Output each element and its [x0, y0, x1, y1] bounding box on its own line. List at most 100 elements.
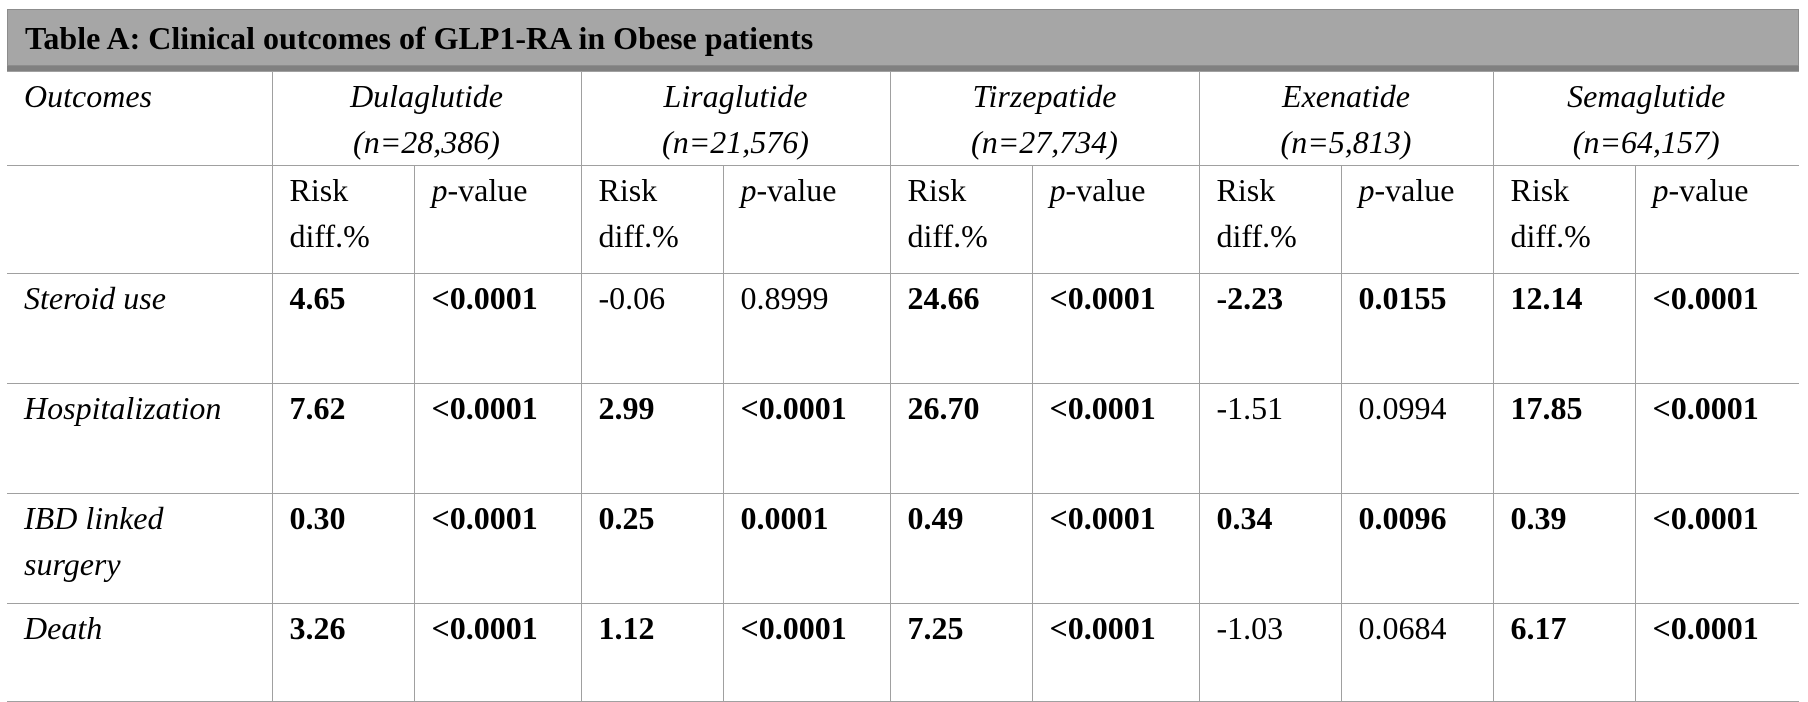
p-suffix: -value	[756, 172, 837, 208]
risk-diff-header: Risk diff.%	[1198, 165, 1342, 274]
risk-diff-cell: 17.85	[1492, 383, 1636, 494]
risk-label-unit: diff.%	[1510, 218, 1591, 254]
p-value-cell: 0.0001	[722, 493, 891, 604]
outcome-label-cont: surgery	[24, 546, 121, 582]
risk-diff-cell: -1.03	[1198, 603, 1342, 702]
p-suffix: -value	[447, 172, 528, 208]
p-value-cell: <0.0001	[413, 383, 582, 494]
drug-name: Liraglutide	[663, 78, 808, 114]
p-value-header: p-value	[1634, 165, 1799, 274]
risk-diff-cell: 7.62	[271, 383, 415, 494]
outcomes-header-cell: Outcomes	[7, 71, 273, 166]
drug-header-dulaglutide: Dulaglutide (n=28,386)	[271, 71, 582, 166]
risk-label: Risk	[1216, 172, 1276, 208]
table-title: Table A: Clinical outcomes of GLP1-RA in…	[25, 20, 814, 56]
p-value-cell: <0.0001	[1031, 603, 1200, 702]
outcome-label: Death	[24, 610, 103, 646]
p-value-cell: <0.0001	[1634, 493, 1799, 604]
p-suffix: -value	[1668, 172, 1749, 208]
table-row: Steroid use 4.65 <0.0001 -0.06 0.8999 24.66 <0…	[7, 273, 1799, 384]
drug-n: (n=28,386)	[353, 124, 500, 160]
risk-label: Risk	[598, 172, 658, 208]
p-value-header: p-value	[1031, 165, 1200, 274]
clinical-outcomes-table: Outcomes Dulaglutide (n=28,386) Liraglut…	[7, 71, 1799, 702]
risk-diff-cell: 0.25	[580, 493, 724, 604]
drug-n: (n=5,813)	[1280, 124, 1412, 160]
p-value-header: p-value	[413, 165, 582, 274]
outcome-label-cell: Death	[7, 603, 273, 702]
table-row: IBD linked surgery 0.30 <0.0001 0.25 0.0001 0.…	[7, 493, 1799, 604]
risk-label: Risk	[1510, 172, 1570, 208]
drug-header-row: Outcomes Dulaglutide (n=28,386) Liraglut…	[7, 71, 1799, 166]
p-value-cell: <0.0001	[1031, 383, 1200, 494]
p-value-cell: <0.0001	[413, 493, 582, 604]
p-value-cell: <0.0001	[1634, 383, 1799, 494]
outcomes-header: Outcomes	[24, 78, 152, 114]
p-value-cell: 0.0096	[1340, 493, 1494, 604]
p-value-header: p-value	[722, 165, 891, 274]
risk-diff-header: Risk diff.%	[271, 165, 415, 274]
risk-diff-header: Risk diff.%	[889, 165, 1033, 274]
risk-diff-cell: 0.49	[889, 493, 1033, 604]
table-title-bar: Table A: Clinical outcomes of GLP1-RA in…	[7, 9, 1799, 66]
p-letter: p	[1358, 172, 1375, 208]
risk-diff-cell: 2.99	[580, 383, 724, 494]
drug-header-exenatide: Exenatide (n=5,813)	[1198, 71, 1494, 166]
table-row: Hospitalization 7.62 <0.0001 2.99 <0.0001 26.…	[7, 383, 1799, 494]
risk-diff-cell: 4.65	[271, 273, 415, 384]
p-value-cell: <0.0001	[1031, 273, 1200, 384]
risk-label-unit: diff.%	[598, 218, 679, 254]
risk-diff-cell: 26.70	[889, 383, 1033, 494]
p-value-cell: <0.0001	[1031, 493, 1200, 604]
p-letter: p	[1652, 172, 1669, 208]
risk-diff-cell: 7.25	[889, 603, 1033, 702]
drug-header-semaglutide: Semaglutide (n=64,157)	[1492, 71, 1799, 166]
risk-label-unit: diff.%	[289, 218, 370, 254]
risk-label-unit: diff.%	[1216, 218, 1297, 254]
p-value-cell: <0.0001	[1634, 273, 1799, 384]
p-value-cell: <0.0001	[413, 603, 582, 702]
title-divider	[7, 66, 1799, 71]
drug-header-tirzepatide: Tirzepatide (n=27,734)	[889, 71, 1200, 166]
outcome-label: IBD linked	[24, 500, 164, 536]
risk-diff-cell: 12.14	[1492, 273, 1636, 384]
risk-diff-cell: 0.30	[271, 493, 415, 604]
table-row: Death 3.26 <0.0001 1.12 <0.0001 7.25 <0.0001 -1…	[7, 603, 1799, 702]
risk-diff-cell: 0.34	[1198, 493, 1342, 604]
p-value-cell: 0.8999	[722, 273, 891, 384]
p-suffix: -value	[1065, 172, 1146, 208]
p-letter: p	[1049, 172, 1066, 208]
risk-diff-cell: -0.06	[580, 273, 724, 384]
risk-diff-cell: 0.39	[1492, 493, 1636, 604]
outcome-label-cell: IBD linked surgery	[7, 493, 273, 604]
p-value-cell: <0.0001	[1634, 603, 1799, 702]
risk-diff-cell: 1.12	[580, 603, 724, 702]
drug-n: (n=27,734)	[971, 124, 1118, 160]
drug-n: (n=21,576)	[662, 124, 809, 160]
outcome-label-cell: Steroid use	[7, 273, 273, 384]
empty-subheader-cell	[7, 165, 273, 274]
p-value-cell: 0.0684	[1340, 603, 1494, 702]
risk-label: Risk	[289, 172, 349, 208]
drug-name: Semaglutide	[1567, 78, 1726, 114]
risk-diff-header: Risk diff.%	[1492, 165, 1636, 274]
risk-diff-header: Risk diff.%	[580, 165, 724, 274]
p-letter: p	[431, 172, 448, 208]
p-value-cell: 0.0155	[1340, 273, 1494, 384]
drug-name: Tirzepatide	[972, 78, 1117, 114]
p-value-cell: 0.0994	[1340, 383, 1494, 494]
p-suffix: -value	[1374, 172, 1455, 208]
p-value-cell: <0.0001	[722, 383, 891, 494]
drug-header-liraglutide: Liraglutide (n=21,576)	[580, 71, 891, 166]
p-value-cell: <0.0001	[722, 603, 891, 702]
drug-name: Exenatide	[1282, 78, 1410, 114]
outcome-label-cell: Hospitalization	[7, 383, 273, 494]
outcome-label: Steroid use	[24, 280, 166, 316]
drug-name: Dulaglutide	[350, 78, 503, 114]
risk-diff-cell: 24.66	[889, 273, 1033, 384]
p-value-header: p-value	[1340, 165, 1494, 274]
risk-diff-cell: -2.23	[1198, 273, 1342, 384]
subheader-row: Risk diff.% p-value Risk diff.% p-value Ri…	[7, 165, 1799, 274]
outcome-label: Hospitalization	[24, 390, 222, 426]
risk-diff-cell: 6.17	[1492, 603, 1636, 702]
